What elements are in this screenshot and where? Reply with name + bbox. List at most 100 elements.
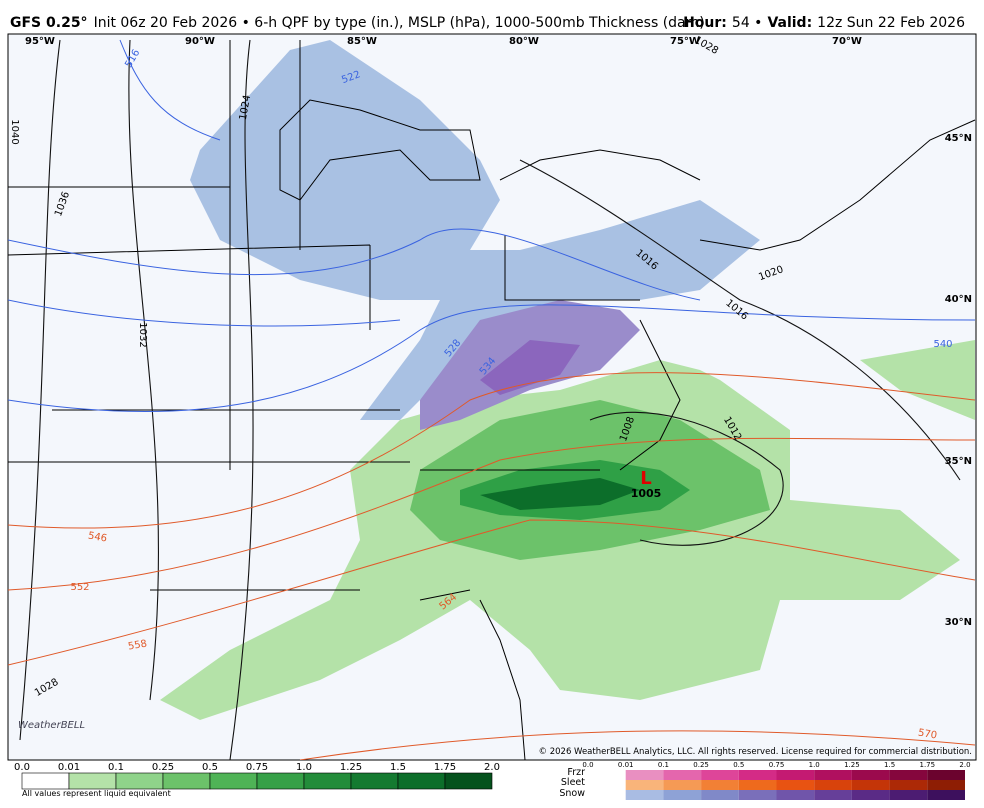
copyright: © 2026 WeatherBELL Analytics, LLC. All r… (539, 747, 972, 757)
rain-tick: 1.25 (340, 762, 362, 773)
map: 95°W 90°W 85°W 80°W 75°W 70°W 45°N 40°N 35°N 30°N… (7, 33, 977, 761)
rain-swatch (162, 772, 211, 790)
purple-core (480, 340, 580, 395)
description: Init 06z 20 Feb 2026 • 6-h QPF by type (… (94, 15, 705, 31)
light-green-area (860, 340, 975, 420)
rain-swatch (209, 772, 258, 790)
longitude-label: 75°W (670, 36, 700, 47)
rain-tick: 0.0 (14, 762, 30, 773)
valid: 12z Sun 22 Feb 2026 (817, 15, 965, 31)
rain-tick: 0.01 (58, 762, 80, 773)
rain-swatch (444, 772, 493, 790)
rain-swatch (256, 772, 305, 790)
type-tick: 0.1 (658, 761, 669, 769)
thickness-label: 540 (933, 339, 952, 350)
legend: All values represent liquid equivalent 0… (14, 761, 971, 800)
type-swatch (738, 790, 777, 800)
type-swatch (814, 790, 852, 800)
longitude-label: 90°W (185, 36, 215, 47)
type-swatch (701, 780, 739, 790)
latitude-label: 40°N (945, 294, 972, 305)
rain-swatch (350, 772, 399, 790)
type-swatch (738, 770, 777, 780)
valid-label: Valid: (767, 15, 812, 31)
thickness-label: 546 (87, 530, 108, 544)
type-swatch (776, 790, 815, 800)
low-pressure: 1005 (631, 487, 662, 500)
type-swatch (851, 780, 890, 790)
isobar-label: 1032 (137, 322, 148, 347)
latitude-label: 30°N (945, 617, 972, 628)
thickness-cold (8, 39, 976, 412)
type-swatch (927, 770, 965, 780)
header-right: Hour: 54 • Valid: 12z Sun 22 Feb 2026 (683, 15, 965, 31)
rain-swatch (21, 772, 70, 790)
type-tick: 1.5 (884, 761, 895, 769)
isobar-label: 1024 (238, 94, 253, 121)
type-swatch (738, 780, 777, 790)
type-swatch (625, 770, 664, 780)
rain-tick: 1.5 (390, 762, 406, 773)
rain-swatch (68, 772, 117, 790)
borders (8, 40, 976, 760)
type-swatch (889, 770, 928, 780)
rain-tick: 0.75 (246, 762, 268, 773)
thickness-label: 570 (917, 727, 938, 741)
header-left: GFS 0.25° Init 06z 20 Feb 2026 • 6-h QPF … (10, 15, 705, 31)
longitude-label: 85°W (347, 36, 377, 47)
rain-swatch (115, 772, 164, 790)
type-tick: 1.25 (844, 761, 860, 769)
type-swatch (776, 770, 815, 780)
type-swatch (927, 790, 965, 800)
type-tick: 1.0 (809, 761, 820, 769)
type-swatch (663, 770, 702, 780)
type-tick: 0.25 (693, 761, 709, 769)
longitude-label: 95°W (25, 36, 55, 47)
isobar-label: 1040 (9, 119, 20, 144)
type-swatch (663, 780, 702, 790)
type-swatch (851, 770, 890, 780)
low-symbol: L (640, 468, 651, 489)
type-swatch (889, 780, 928, 790)
type-swatch (814, 770, 852, 780)
type-tick: 0.75 (769, 761, 785, 769)
model: GFS 0.25° (10, 15, 88, 31)
rain-swatch (397, 772, 446, 790)
type-tick: 0.0 (582, 761, 593, 769)
longitude-label: 70°W (832, 36, 862, 47)
hour: 54 • (732, 15, 763, 31)
isobars (19, 39, 961, 760)
rain-swatch (303, 772, 352, 790)
type-swatch (814, 780, 852, 790)
type-swatch (701, 770, 739, 780)
longitude-label: 80°W (509, 36, 539, 47)
rain-tick: 2.0 (484, 762, 500, 773)
thickness-label: 558 (127, 638, 148, 652)
thickness-warm (8, 372, 976, 760)
type-label: Sleet (561, 777, 585, 788)
hour-label: Hour: (683, 15, 727, 31)
rain-tick: 0.25 (152, 762, 174, 773)
rain-tick: 1.0 (296, 762, 312, 773)
type-tick: 2.0 (959, 761, 970, 769)
type-swatch (927, 780, 965, 790)
type-swatch (889, 790, 928, 800)
type-swatch (701, 790, 739, 800)
thickness-label: 552 (70, 582, 89, 593)
type-label: Snow (559, 788, 585, 799)
rain-tick: 1.75 (434, 762, 456, 773)
logo: WeatherBELL (18, 720, 85, 731)
type-tick: 1.75 (920, 761, 936, 769)
type-label: Frzr (567, 767, 585, 778)
darkest-green-area (480, 478, 640, 510)
type-tick: 0.5 (733, 761, 744, 769)
type-swatch (625, 780, 664, 790)
type-swatch (776, 780, 815, 790)
type-swatch (663, 790, 702, 800)
latitude-label: 45°N (945, 133, 972, 144)
latitude-label: 35°N (945, 456, 972, 467)
rain-tick: 0.1 (108, 762, 124, 773)
legend-note: All values represent liquid equivalent (22, 789, 171, 798)
rain-tick: 0.5 (202, 762, 218, 773)
